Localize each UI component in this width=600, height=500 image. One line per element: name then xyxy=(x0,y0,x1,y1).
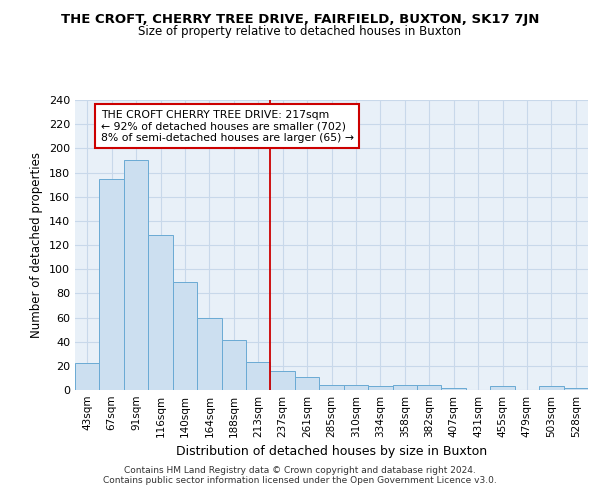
Text: THE CROFT CHERRY TREE DRIVE: 217sqm
← 92% of detached houses are smaller (702)
8: THE CROFT CHERRY TREE DRIVE: 217sqm ← 92… xyxy=(101,110,353,143)
Bar xyxy=(417,385,442,390)
Bar xyxy=(319,385,344,390)
Bar xyxy=(490,386,515,390)
Bar xyxy=(173,282,197,390)
Bar xyxy=(563,388,588,390)
Text: Contains HM Land Registry data © Crown copyright and database right 2024.
Contai: Contains HM Land Registry data © Crown c… xyxy=(103,466,497,485)
Bar xyxy=(392,385,417,390)
Text: THE CROFT, CHERRY TREE DRIVE, FAIRFIELD, BUXTON, SK17 7JN: THE CROFT, CHERRY TREE DRIVE, FAIRFIELD,… xyxy=(61,12,539,26)
Bar xyxy=(246,362,271,390)
Y-axis label: Number of detached properties: Number of detached properties xyxy=(31,152,43,338)
Bar xyxy=(197,318,221,390)
Bar xyxy=(75,364,100,390)
Bar xyxy=(124,160,148,390)
X-axis label: Distribution of detached houses by size in Buxton: Distribution of detached houses by size … xyxy=(176,446,487,458)
Bar xyxy=(271,370,295,390)
Bar xyxy=(100,178,124,390)
Bar xyxy=(368,386,392,390)
Bar xyxy=(221,340,246,390)
Bar xyxy=(539,386,563,390)
Bar xyxy=(442,388,466,390)
Bar xyxy=(148,236,173,390)
Text: Size of property relative to detached houses in Buxton: Size of property relative to detached ho… xyxy=(139,25,461,38)
Bar xyxy=(344,385,368,390)
Bar xyxy=(295,376,319,390)
